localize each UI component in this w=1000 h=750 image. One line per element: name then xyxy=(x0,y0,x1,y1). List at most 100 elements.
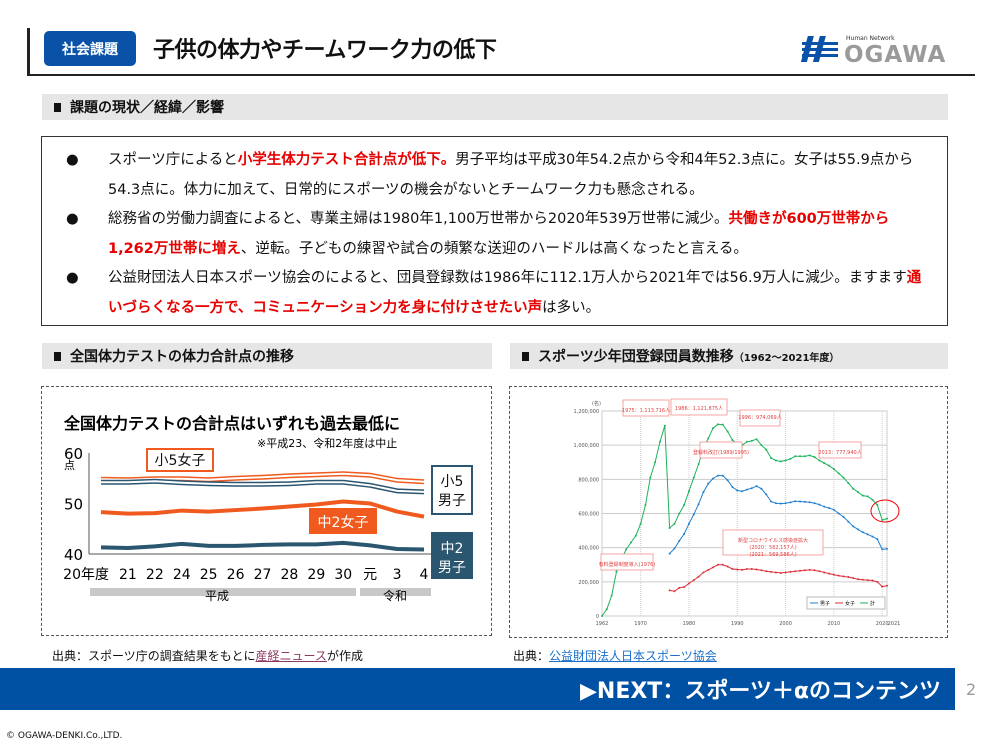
bullet-item: ● スポーツ庁によると小学生体力テスト合計点が低下。男子平均は平成30年54.2点… xyxy=(66,146,927,205)
data-point xyxy=(857,528,860,531)
annotation-text: 登録料改訂(1989/1995) xyxy=(693,449,749,456)
data-point xyxy=(842,476,845,479)
data-point xyxy=(745,568,748,571)
data-point xyxy=(866,495,869,498)
header-divider xyxy=(27,74,975,76)
data-point xyxy=(765,493,768,496)
annotation-text: 1975：1,113,716人 xyxy=(622,408,670,414)
japan-sport-association-link[interactable]: 公益財団法人日本スポーツ協会 xyxy=(549,649,717,663)
data-point xyxy=(861,578,864,581)
era-bar-reiwa xyxy=(360,588,431,596)
data-point xyxy=(770,570,773,573)
data-point xyxy=(823,571,826,574)
legend-label: 計 xyxy=(870,600,875,607)
x-tick-label: 3 xyxy=(393,567,402,583)
x-tick-label: 30 xyxy=(334,567,352,583)
series-line-3 xyxy=(100,540,425,552)
y-tick-label: 50 xyxy=(64,496,83,514)
x-tick-label: 22 xyxy=(146,567,164,583)
data-point xyxy=(741,490,744,493)
data-point xyxy=(803,455,806,458)
sankei-news-link[interactable]: 産経ニュース xyxy=(255,649,327,663)
y-tick-label: 40 xyxy=(64,546,83,564)
era-label: 平成 xyxy=(205,589,229,603)
data-point xyxy=(692,476,695,479)
data-point xyxy=(615,570,618,573)
data-point xyxy=(668,589,671,592)
data-point xyxy=(832,508,835,511)
x-tick-label: 21 xyxy=(119,567,137,583)
data-point xyxy=(745,488,748,491)
data-point xyxy=(721,563,724,566)
fitness-chart: 全国体力テストの合計点はいずれも過去最低に ※平成23、令和2年度は中止 60 50 4… xyxy=(63,414,473,603)
data-point xyxy=(668,552,671,555)
text-run: スポーツ庁によると xyxy=(108,152,238,168)
text-run: 、逆転。子どもの練習や試合の頻繁な送迎のハードルは高くなったと言える。 xyxy=(240,240,748,257)
data-point xyxy=(779,502,782,505)
copyright: © OGAWA-DENKI.Co.,LTD. xyxy=(6,731,123,741)
data-point xyxy=(799,569,802,572)
chart-title: 全国体力テストの合計点はいずれも過去最低に xyxy=(63,414,400,433)
text-run: は多い。 xyxy=(542,299,601,316)
data-point xyxy=(755,568,758,571)
data-point xyxy=(828,464,831,467)
data-point xyxy=(750,568,753,571)
annotation-text: 新型コロナウイルス感染症拡大 xyxy=(738,537,808,544)
annotation-box xyxy=(622,399,670,417)
bullet-text: 公益財団法人日本スポーツ協会のによると、団員登録数は1986年に112.1万人か… xyxy=(108,264,927,323)
bullet-text: 総務省の労働力調査によると、専業主婦は1980年1,100万世帯から2020年5… xyxy=(108,205,927,264)
data-point xyxy=(794,455,797,458)
section-header-issues: 課題の現状／経緯／影響 xyxy=(42,94,948,120)
data-point xyxy=(726,565,729,568)
data-point xyxy=(871,498,874,501)
sports-club-chart: 0 200,000 400,000 600,000 800,000 1,000,000 1,… xyxy=(574,398,901,627)
data-point xyxy=(687,490,690,493)
category-badge: 社会課題 xyxy=(44,31,136,66)
data-point xyxy=(678,512,681,515)
data-point xyxy=(794,570,797,573)
data-point xyxy=(731,439,734,442)
data-point xyxy=(789,570,792,573)
data-point xyxy=(741,568,744,571)
x-tick-label: 1962 xyxy=(596,621,609,627)
data-point xyxy=(823,462,826,465)
data-point xyxy=(663,424,666,427)
data-point xyxy=(601,615,603,617)
data-point xyxy=(712,566,715,569)
x-tick-label: 27 xyxy=(254,567,272,583)
sports-club-source-caption: 出典：公益財団法人日本スポーツ協会 xyxy=(513,647,717,664)
data-point xyxy=(707,437,710,440)
data-point xyxy=(866,579,869,582)
data-point xyxy=(813,502,816,505)
data-point xyxy=(731,486,734,489)
data-point xyxy=(876,503,879,506)
data-point xyxy=(760,569,763,572)
data-point xyxy=(852,525,855,528)
data-point xyxy=(818,570,821,573)
next-banner[interactable]: ▶NEXT：スポーツ＋αのコンテンツ xyxy=(0,668,955,710)
data-point xyxy=(784,571,787,574)
square-bullet-icon xyxy=(522,351,529,361)
data-point xyxy=(823,505,826,508)
data-point xyxy=(634,534,637,537)
x-tick-label: 2021 xyxy=(888,621,901,627)
annotation-text: 2013：777,940人 xyxy=(818,450,861,456)
data-point xyxy=(881,518,884,521)
data-point xyxy=(847,482,850,485)
highlight-circle xyxy=(870,499,900,523)
legend-label: 女子 xyxy=(845,600,855,607)
fitness-source-caption: 出典：スポーツ庁の調査結果をもとに産経ニュースが作成 xyxy=(52,647,363,664)
annotation-box xyxy=(818,441,862,459)
x-tick-label: 元 xyxy=(363,567,377,583)
era-bar-heisei xyxy=(90,588,356,596)
data-point xyxy=(852,487,855,490)
data-point xyxy=(813,569,816,572)
issues-box: ● スポーツ庁によると小学生体力テスト合計点が低下。男子平均は平成30年54.2点… xyxy=(41,136,948,326)
legend xyxy=(806,596,886,610)
series-line-1 xyxy=(669,475,888,554)
section-title: 全国体力テストの体力合計点の推移 xyxy=(70,349,294,365)
data-point xyxy=(818,503,821,506)
data-point xyxy=(857,578,860,581)
annotation-box xyxy=(699,441,743,459)
data-point xyxy=(876,580,879,583)
